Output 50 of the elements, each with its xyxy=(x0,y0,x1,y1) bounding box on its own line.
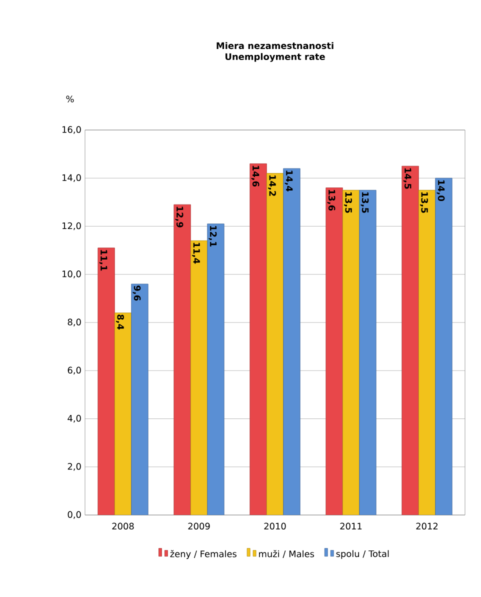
bar xyxy=(283,168,300,515)
x-tick-label: 2009 xyxy=(188,522,210,530)
bar xyxy=(98,248,115,515)
data-label: 14,4 xyxy=(284,170,293,192)
bar xyxy=(402,166,419,515)
y-tick-label: 6,0 xyxy=(68,366,81,374)
bar xyxy=(207,224,224,515)
y-axis-title: % xyxy=(66,96,74,102)
bar xyxy=(418,190,436,515)
data-label: 13,5 xyxy=(344,192,352,213)
y-tick-label: 16,0 xyxy=(62,126,81,134)
data-label: 9,6 xyxy=(132,286,141,301)
bar xyxy=(326,188,343,515)
data-label: 13,5 xyxy=(420,192,428,213)
data-label: 13,6 xyxy=(327,190,336,211)
x-tick-label: 2010 xyxy=(264,522,286,530)
x-tick-label: 2011 xyxy=(340,522,362,530)
bar xyxy=(114,312,132,515)
legend-label: spolu / Total xyxy=(336,550,389,559)
bar xyxy=(266,173,284,515)
chart-subtitle: Unemployment rate xyxy=(226,53,325,62)
legend-label: muži / Males xyxy=(259,550,314,558)
data-label: 11,4 xyxy=(192,242,200,264)
data-label: 14,5 xyxy=(403,168,412,189)
x-tick-label: 2012 xyxy=(416,522,438,530)
data-label: 14,0 xyxy=(436,180,445,202)
bar xyxy=(342,190,360,515)
data-label: 13,5 xyxy=(360,192,369,213)
data-label: 11,1 xyxy=(99,250,108,271)
y-tick-label: 4,0 xyxy=(68,414,81,423)
bar xyxy=(359,190,376,515)
data-label: 12,1 xyxy=(208,226,217,247)
chart-title: Miera nezamestnanosti xyxy=(216,42,334,50)
data-label: 14,2 xyxy=(268,176,276,196)
bar xyxy=(435,178,452,515)
data-label: 12,9 xyxy=(175,206,184,228)
y-tick-label: 12,0 xyxy=(62,222,81,230)
bar xyxy=(190,240,208,515)
y-tick-label: 10,0 xyxy=(62,270,81,278)
y-tick-label: 2,0 xyxy=(68,463,81,471)
x-tick-label: 2008 xyxy=(112,522,134,530)
y-tick-label: 0,0 xyxy=(68,511,81,519)
data-label: 8,4 xyxy=(116,314,124,330)
bar xyxy=(131,284,148,515)
bar xyxy=(250,163,267,515)
legend-label: ženy / Females xyxy=(170,550,236,560)
bar xyxy=(174,204,191,515)
y-tick-label: 14,0 xyxy=(62,174,81,182)
data-label: 14,6 xyxy=(251,166,260,187)
y-tick-label: 8,0 xyxy=(68,318,81,326)
